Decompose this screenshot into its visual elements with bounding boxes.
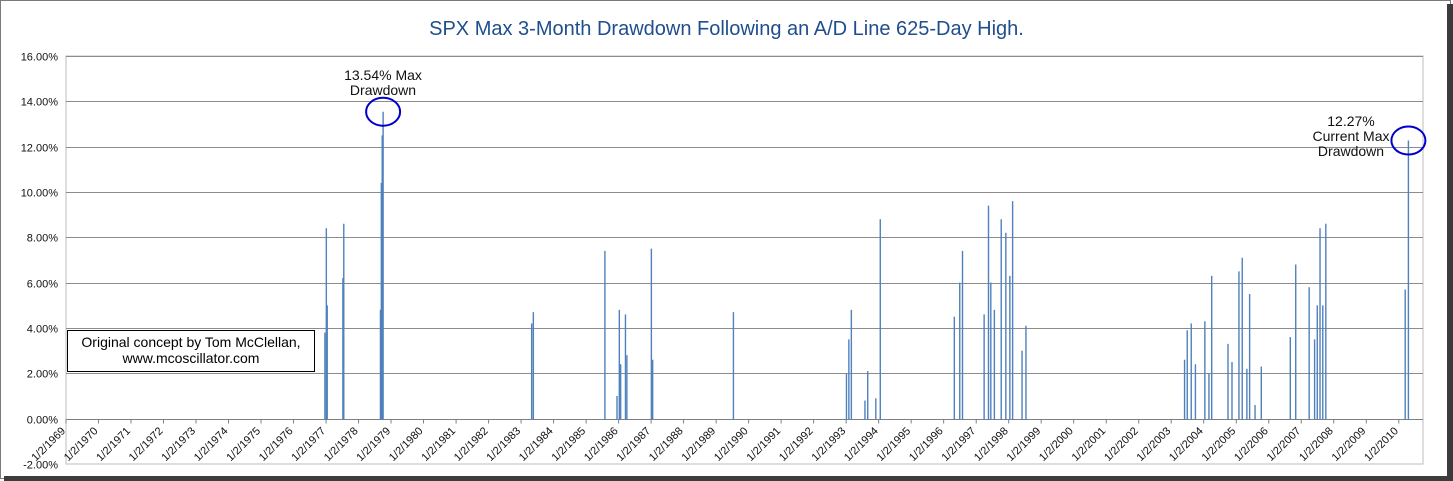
x-tick-label: 1/2/1992 — [777, 425, 816, 464]
x-tick-label: 1/2/1994 — [842, 425, 881, 464]
x-tick-label: 1/2/2007 — [1265, 425, 1304, 464]
x-tick-label: 1/2/2001 — [1070, 425, 1109, 464]
frame-shadow-bottom — [4, 476, 1453, 481]
x-tick-label: 1/2/1980 — [387, 425, 426, 464]
x-tick-label: 1/2/2003 — [1135, 425, 1174, 464]
x-tick-label: 1/2/1997 — [940, 425, 979, 464]
credit-line-2: www.mcoscillator.com — [122, 350, 260, 366]
x-tick-label: 1/2/1999 — [1005, 425, 1044, 464]
x-tick-label: 1/2/1984 — [517, 425, 556, 464]
x-tick-label: 1/2/1973 — [159, 425, 198, 464]
x-tick-label: 1/2/2002 — [1102, 425, 1141, 464]
y-tick-label: -2.00% — [23, 460, 58, 472]
max-drawdown-line-2: Drawdown — [349, 82, 417, 98]
x-tick-label: 1/2/1982 — [452, 425, 491, 464]
current-drawdown-line-3: Drawdown — [1317, 143, 1385, 159]
x-tick-label: 1/2/1969 — [29, 425, 68, 464]
max-drawdown-annotation: 13.54% Max Drawdown — [318, 68, 448, 98]
x-tick-label: 1/2/1995 — [875, 425, 914, 464]
x-tick-label: 1/2/1974 — [192, 425, 231, 464]
x-tick-label: 1/2/2009 — [1330, 425, 1369, 464]
y-tick-label: 14.00% — [21, 97, 59, 109]
y-tick-label: 2.00% — [27, 369, 58, 381]
x-tick-label: 1/2/1979 — [354, 425, 393, 464]
x-tick-label: 1/2/2008 — [1297, 425, 1336, 464]
x-tick-label: 1/2/1988 — [647, 425, 686, 464]
plot-area — [65, 55, 1424, 465]
x-tick-label: 1/2/1986 — [582, 425, 621, 464]
y-tick-label: 16.00% — [21, 52, 59, 64]
x-tick-label: 1/2/1978 — [322, 425, 361, 464]
x-tick-label: 1/2/1977 — [289, 425, 328, 464]
chart-title: SPX Max 3-Month Drawdown Following an A/… — [429, 18, 1024, 40]
x-tick-label: 1/2/1976 — [257, 425, 296, 464]
current-drawdown-line-1: 12.27% — [1327, 113, 1375, 129]
x-tick-label: 1/2/2010 — [1362, 425, 1401, 464]
max-drawdown-circle — [365, 96, 402, 127]
current-drawdown-circle — [1390, 125, 1427, 156]
x-tick-label: 1/2/1993 — [810, 425, 849, 464]
x-tick-label: 1/2/1991 — [744, 425, 783, 464]
x-tick-label: 1/2/1996 — [907, 425, 946, 464]
y-tick-label: 4.00% — [27, 324, 58, 336]
current-drawdown-line-2: Current Max — [1312, 128, 1390, 144]
x-tick-label: 1/2/2006 — [1232, 425, 1271, 464]
x-tick-label: 1/2/1985 — [549, 425, 588, 464]
x-tick-label: 1/2/1998 — [972, 425, 1011, 464]
x-tick-label: 1/2/2005 — [1200, 425, 1239, 464]
y-tick-label: 12.00% — [21, 143, 59, 155]
x-tick-label: 1/2/1983 — [484, 425, 523, 464]
current-drawdown-annotation: 12.27% Current Max Drawdown — [1296, 114, 1406, 159]
x-tick-label: 1/2/1972 — [127, 425, 166, 464]
x-tick-label: 1/2/2000 — [1037, 425, 1076, 464]
x-tick-label: 1/2/1981 — [419, 425, 458, 464]
credit-box: Original concept by Tom McClellan, www.m… — [67, 330, 315, 372]
y-tick-label: 6.00% — [27, 279, 58, 291]
x-tick-label: 1/2/1989 — [680, 425, 719, 464]
y-tick-label: 8.00% — [27, 233, 58, 245]
credit-line-1: Original concept by Tom McClellan, — [81, 334, 301, 350]
x-tick-label: 1/2/1975 — [224, 425, 263, 464]
x-tick-label: 1/2/1990 — [712, 425, 751, 464]
x-tick-label: 1/2/1971 — [94, 425, 133, 464]
x-tick-label: 1/2/1987 — [614, 425, 653, 464]
max-drawdown-line-1: 13.54% Max — [344, 67, 422, 83]
y-tick-label: 10.00% — [21, 188, 59, 200]
x-tick-label: 1/2/1970 — [62, 425, 101, 464]
frame-shadow-right — [1447, 4, 1453, 481]
y-tick-label: 0.00% — [27, 415, 58, 427]
x-tick-label: 1/2/2004 — [1167, 425, 1206, 464]
